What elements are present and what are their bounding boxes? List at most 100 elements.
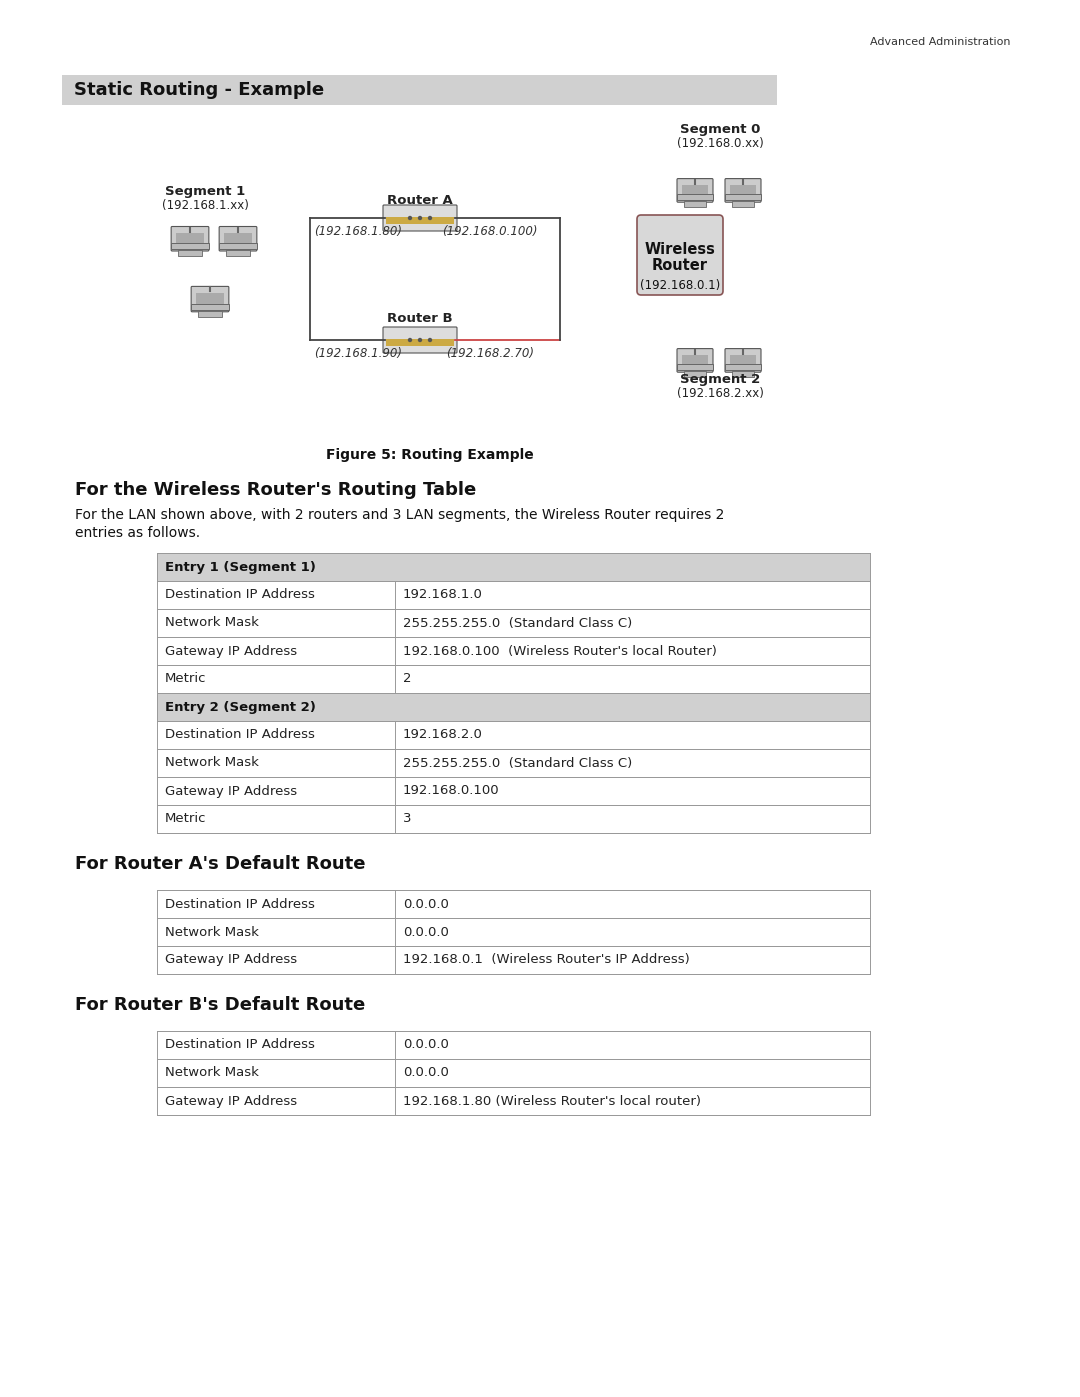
Bar	[725, 194, 761, 200]
Text: 2: 2	[403, 672, 411, 686]
Text: (192.168.0.1): (192.168.0.1)	[639, 279, 720, 292]
Bar	[199, 310, 221, 317]
Bar	[219, 243, 257, 249]
Text: For Router B's Default Route: For Router B's Default Route	[75, 996, 365, 1014]
Text: Router A: Router A	[387, 194, 453, 207]
Bar	[386, 217, 454, 224]
Bar	[62, 75, 777, 105]
Text: 192.168.2.0: 192.168.2.0	[403, 728, 483, 742]
Bar	[171, 243, 208, 249]
Circle shape	[429, 217, 432, 219]
Text: Segment 0: Segment 0	[679, 123, 760, 137]
Bar	[732, 201, 754, 207]
Bar	[157, 581, 870, 609]
Text: Static Routing - Example: Static Routing - Example	[75, 81, 324, 99]
Text: Network Mask: Network Mask	[165, 925, 259, 939]
Text: Destination IP Address: Destination IP Address	[165, 897, 315, 911]
Text: Entry 2 (Segment 2): Entry 2 (Segment 2)	[165, 700, 315, 714]
Text: Gateway IP Address: Gateway IP Address	[165, 1094, 297, 1108]
Bar	[684, 372, 706, 377]
Text: 192.168.1.0: 192.168.1.0	[403, 588, 483, 602]
Text: (192.168.2.70): (192.168.2.70)	[446, 348, 534, 360]
FancyBboxPatch shape	[637, 215, 723, 295]
Bar	[157, 553, 870, 581]
Text: Gateway IP Address: Gateway IP Address	[165, 785, 297, 798]
Text: For the LAN shown above, with 2 routers and 3 LAN segments, the Wireless Router : For the LAN shown above, with 2 routers …	[75, 509, 725, 522]
Text: Network Mask: Network Mask	[165, 757, 259, 770]
Text: 255.255.255.0  (Standard Class C): 255.255.255.0 (Standard Class C)	[403, 616, 632, 630]
Text: (192.168.1.90): (192.168.1.90)	[314, 348, 402, 360]
Text: 255.255.255.0  (Standard Class C): 255.255.255.0 (Standard Class C)	[403, 757, 632, 770]
Bar	[157, 1031, 870, 1059]
Circle shape	[408, 338, 411, 341]
Text: (192.168.0.100): (192.168.0.100)	[442, 225, 538, 239]
Text: Wireless: Wireless	[645, 243, 715, 257]
Bar	[681, 184, 708, 197]
FancyBboxPatch shape	[677, 179, 713, 203]
Text: 0.0.0.0: 0.0.0.0	[403, 897, 449, 911]
Circle shape	[408, 217, 411, 219]
Bar	[191, 303, 229, 310]
FancyBboxPatch shape	[383, 327, 457, 353]
Text: 3: 3	[403, 813, 411, 826]
Circle shape	[419, 217, 421, 219]
Bar	[157, 609, 870, 637]
Text: For the Wireless Router's Routing Table: For the Wireless Router's Routing Table	[75, 481, 476, 499]
Text: Metric: Metric	[165, 672, 206, 686]
Text: (192.168.1.xx): (192.168.1.xx)	[162, 200, 248, 212]
Text: (192.168.0.xx): (192.168.0.xx)	[677, 137, 764, 151]
Bar	[197, 293, 224, 307]
Text: entries as follows.: entries as follows.	[75, 527, 200, 541]
Text: Segment 2: Segment 2	[680, 373, 760, 387]
Text: Figure 5: Routing Example: Figure 5: Routing Example	[326, 448, 534, 462]
Bar	[730, 355, 756, 367]
Text: 0.0.0.0: 0.0.0.0	[403, 1038, 449, 1052]
FancyBboxPatch shape	[191, 286, 229, 312]
Bar	[157, 749, 870, 777]
Text: Network Mask: Network Mask	[165, 1066, 259, 1080]
FancyBboxPatch shape	[725, 349, 761, 372]
Text: 192.168.1.80 (Wireless Router's local router): 192.168.1.80 (Wireless Router's local ro…	[403, 1094, 701, 1108]
Bar	[725, 365, 761, 370]
Circle shape	[419, 338, 421, 341]
Bar	[157, 637, 870, 665]
Text: Router: Router	[652, 258, 708, 274]
Text: Destination IP Address: Destination IP Address	[165, 1038, 315, 1052]
Text: 192.168.0.100: 192.168.0.100	[403, 785, 500, 798]
Text: 192.168.0.100  (Wireless Router's local Router): 192.168.0.100 (Wireless Router's local R…	[403, 644, 717, 658]
FancyBboxPatch shape	[171, 226, 208, 251]
FancyBboxPatch shape	[725, 179, 761, 203]
Bar	[157, 693, 870, 721]
Bar	[677, 194, 713, 200]
Text: Entry 1 (Segment 1): Entry 1 (Segment 1)	[165, 560, 315, 574]
Text: Advanced Administration: Advanced Administration	[870, 36, 1011, 47]
FancyBboxPatch shape	[219, 226, 257, 251]
Text: Destination IP Address: Destination IP Address	[165, 728, 315, 742]
Text: For Router A's Default Route: For Router A's Default Route	[75, 855, 365, 873]
Bar	[157, 805, 870, 833]
Text: Destination IP Address: Destination IP Address	[165, 588, 315, 602]
Bar	[730, 184, 756, 197]
Text: 0.0.0.0: 0.0.0.0	[403, 925, 449, 939]
Bar	[157, 665, 870, 693]
Bar	[176, 233, 204, 246]
Text: 192.168.0.1  (Wireless Router's IP Address): 192.168.0.1 (Wireless Router's IP Addres…	[403, 954, 690, 967]
Bar	[732, 372, 754, 377]
Text: Router B: Router B	[388, 312, 453, 324]
Bar	[681, 355, 708, 367]
Text: Network Mask: Network Mask	[165, 616, 259, 630]
Bar	[157, 721, 870, 749]
Bar	[157, 777, 870, 805]
Bar	[157, 890, 870, 918]
Text: Gateway IP Address: Gateway IP Address	[165, 644, 297, 658]
FancyBboxPatch shape	[677, 349, 713, 372]
Circle shape	[429, 338, 432, 341]
Text: Gateway IP Address: Gateway IP Address	[165, 954, 297, 967]
Bar	[157, 918, 870, 946]
Bar	[157, 946, 870, 974]
Bar	[386, 338, 454, 346]
Text: (192.168.2.xx): (192.168.2.xx)	[676, 387, 764, 401]
Text: Metric: Metric	[165, 813, 206, 826]
Bar	[677, 365, 713, 370]
Text: Segment 1: Segment 1	[165, 186, 245, 198]
